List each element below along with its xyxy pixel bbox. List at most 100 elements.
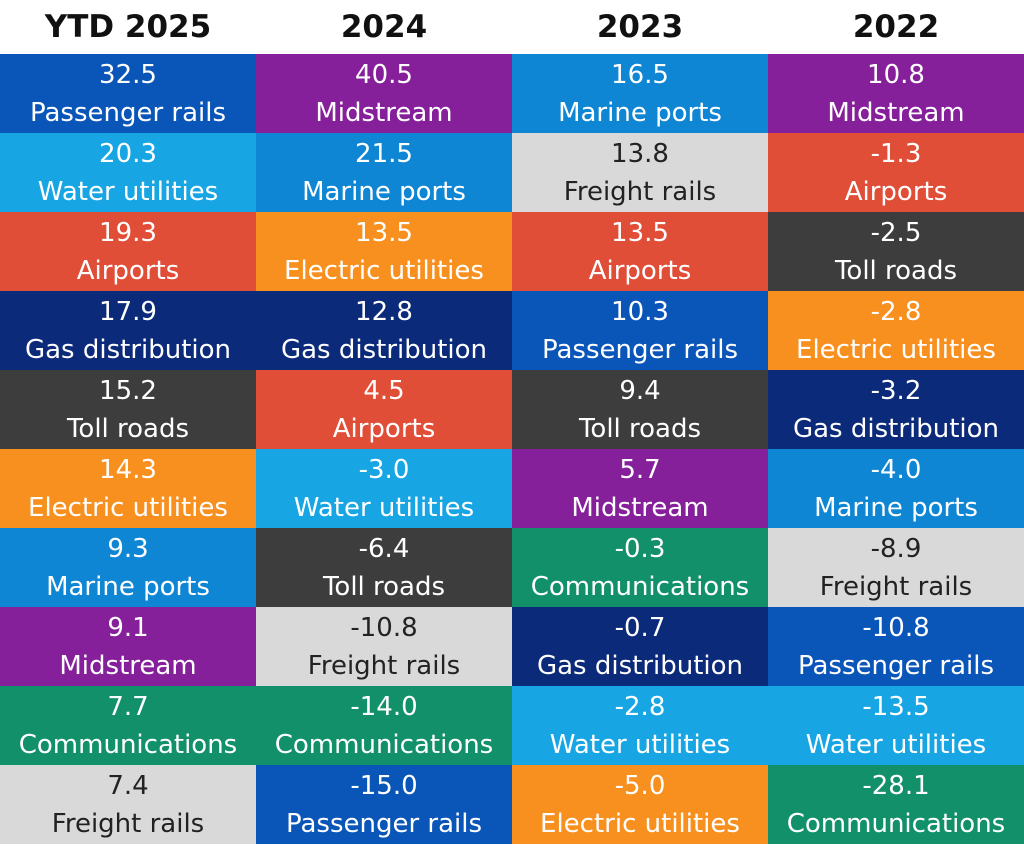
- cell-value: 32.5: [99, 59, 157, 90]
- cell-value: 40.5: [355, 59, 413, 90]
- quilt-cell-communications: -14.0 Communications: [256, 686, 512, 765]
- quilt-cell-airports: -1.3 Airports: [768, 133, 1024, 212]
- cell-label: Toll roads: [578, 413, 702, 444]
- cell-value: 13.8: [611, 138, 669, 169]
- cell-value: 12.8: [355, 296, 413, 327]
- cell-label: Electric utilities: [796, 334, 996, 365]
- quilt-cell-water-utilities: 20.3 Water utilities: [0, 133, 256, 212]
- cell-value: 19.3: [99, 217, 157, 248]
- cell-label: Toll roads: [834, 255, 958, 286]
- cell-value: -8.9: [870, 533, 922, 564]
- quilt-cell-marine-ports: 21.5 Marine ports: [256, 133, 512, 212]
- cell-value: 13.5: [355, 217, 413, 248]
- cell-label: Gas distribution: [536, 650, 744, 681]
- quilt-cell-midstream: 9.1 Midstream: [0, 607, 256, 686]
- column-header-2023: 2023: [596, 9, 684, 45]
- quilt-cell-communications: -28.1 Communications: [768, 765, 1024, 844]
- cell-label: Midstream: [827, 97, 965, 128]
- quilt-cell-gas-distribution: -0.7 Gas distribution: [512, 607, 768, 686]
- quilt-cell-airports: 13.5 Airports: [512, 212, 768, 291]
- quilt-cell-toll-roads: -6.4 Toll roads: [256, 528, 512, 607]
- cell-value: -10.8: [862, 612, 930, 643]
- cell-value: -3.0: [358, 454, 410, 485]
- cell-value: -6.4: [358, 533, 410, 564]
- column-header-2024: 2024: [340, 9, 428, 45]
- cell-label: Freight rails: [307, 650, 461, 681]
- quilt-cell-freight-rails: -10.8 Freight rails: [256, 607, 512, 686]
- cell-label: Gas distribution: [24, 334, 232, 365]
- cell-value: -5.0: [614, 770, 666, 801]
- cell-label: Freight rails: [51, 808, 205, 839]
- cell-label: Toll roads: [322, 571, 446, 602]
- cell-label: Electric utilities: [28, 492, 228, 523]
- quilt-cell-communications: 7.7 Communications: [0, 686, 256, 765]
- cell-label: Freight rails: [819, 571, 973, 602]
- quilt-cell-marine-ports: 9.3 Marine ports: [0, 528, 256, 607]
- cell-label: Passenger rails: [29, 97, 227, 128]
- quilt-cell-freight-rails: 13.8 Freight rails: [512, 133, 768, 212]
- column-header-ytd-2025: YTD 2025: [44, 9, 212, 45]
- quilt-cell-electric-utilities: 13.5 Electric utilities: [256, 212, 512, 291]
- cell-value: -13.5: [862, 691, 930, 722]
- cell-label: Passenger rails: [541, 334, 739, 365]
- cell-value: -0.7: [614, 612, 666, 643]
- cell-label: Electric utilities: [284, 255, 484, 286]
- cell-label: Freight rails: [563, 176, 717, 207]
- cell-label: Passenger rails: [797, 650, 995, 681]
- cell-label: Water utilities: [37, 176, 219, 207]
- cell-label: Midstream: [571, 492, 709, 523]
- cell-label: Airports: [332, 413, 436, 444]
- cell-label: Water utilities: [293, 492, 475, 523]
- quilt-cell-communications: -0.3 Communications: [512, 528, 768, 607]
- quilt-cell-marine-ports: 16.5 Marine ports: [512, 54, 768, 133]
- cell-label: Marine ports: [302, 176, 466, 207]
- cell-value: 7.7: [107, 691, 149, 722]
- quilt-cell-gas-distribution: -3.2 Gas distribution: [768, 370, 1024, 449]
- cell-label: Water utilities: [549, 729, 731, 760]
- quilt-cell-water-utilities: -3.0 Water utilities: [256, 449, 512, 528]
- cell-label: Communications: [274, 729, 494, 760]
- cell-label: Airports: [588, 255, 692, 286]
- cell-value: -10.8: [350, 612, 418, 643]
- cell-label: Midstream: [315, 97, 453, 128]
- cell-label: Gas distribution: [792, 413, 1000, 444]
- cell-label: Communications: [18, 729, 238, 760]
- quilt-cell-passenger-rails: 10.3 Passenger rails: [512, 291, 768, 370]
- quilt-cell-midstream: 10.8 Midstream: [768, 54, 1024, 133]
- quilt-cell-freight-rails: -8.9 Freight rails: [768, 528, 1024, 607]
- cell-value: -14.0: [350, 691, 418, 722]
- quilt-cell-midstream: 40.5 Midstream: [256, 54, 512, 133]
- quilt-cell-airports: 4.5 Airports: [256, 370, 512, 449]
- quilt-cell-passenger-rails: -10.8 Passenger rails: [768, 607, 1024, 686]
- cell-value: 7.4: [107, 770, 149, 801]
- cell-value: 9.1: [107, 612, 149, 643]
- cell-value: 15.2: [99, 375, 157, 406]
- quilt-cell-toll-roads: 15.2 Toll roads: [0, 370, 256, 449]
- quilt-cell-water-utilities: -2.8 Water utilities: [512, 686, 768, 765]
- cell-value: 9.3: [107, 533, 149, 564]
- quilt-cell-gas-distribution: 12.8 Gas distribution: [256, 291, 512, 370]
- cell-label: Midstream: [59, 650, 197, 681]
- cell-value: 21.5: [355, 138, 413, 169]
- quilt-cell-toll-roads: 9.4 Toll roads: [512, 370, 768, 449]
- cell-value: 17.9: [99, 296, 157, 327]
- quilt-cell-electric-utilities: 14.3 Electric utilities: [0, 449, 256, 528]
- quilt-cell-gas-distribution: 17.9 Gas distribution: [0, 291, 256, 370]
- cell-value: 14.3: [99, 454, 157, 485]
- cell-value: 9.4: [619, 375, 661, 406]
- quilt-cell-water-utilities: -13.5 Water utilities: [768, 686, 1024, 765]
- cell-label: Toll roads: [66, 413, 190, 444]
- cell-label: Marine ports: [558, 97, 722, 128]
- cell-value: -0.3: [614, 533, 666, 564]
- cell-value: 20.3: [99, 138, 157, 169]
- cell-value: 13.5: [611, 217, 669, 248]
- cell-value: 16.5: [611, 59, 669, 90]
- cell-value: -2.5: [870, 217, 922, 248]
- cell-label: Water utilities: [805, 729, 987, 760]
- cell-value: -28.1: [862, 770, 930, 801]
- quilt-cell-freight-rails: 7.4 Freight rails: [0, 765, 256, 844]
- cell-value: -1.3: [870, 138, 922, 169]
- cell-value: 10.8: [867, 59, 925, 90]
- quilt-cell-toll-roads: -2.5 Toll roads: [768, 212, 1024, 291]
